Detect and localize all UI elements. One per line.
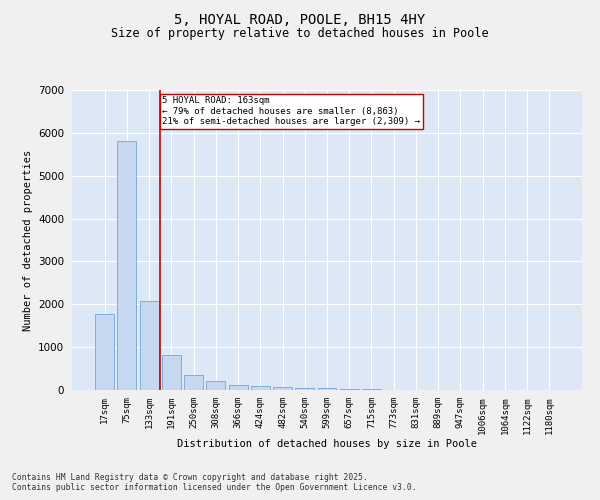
Bar bbox=[140, 301, 158, 390]
Bar bbox=[273, 387, 292, 390]
Text: 5, HOYAL ROAD, POOLE, BH15 4HY: 5, HOYAL ROAD, POOLE, BH15 4HY bbox=[175, 12, 425, 26]
Text: 5 HOYAL ROAD: 163sqm
← 79% of detached houses are smaller (8,863)
21% of semi-de: 5 HOYAL ROAD: 163sqm ← 79% of detached h… bbox=[163, 96, 421, 126]
Bar bbox=[362, 389, 381, 390]
Bar bbox=[229, 385, 248, 390]
Text: Contains HM Land Registry data © Crown copyright and database right 2025.
Contai: Contains HM Land Registry data © Crown c… bbox=[12, 473, 416, 492]
Bar bbox=[251, 386, 270, 390]
Bar bbox=[118, 141, 136, 390]
Text: Size of property relative to detached houses in Poole: Size of property relative to detached ho… bbox=[111, 28, 489, 40]
Bar bbox=[162, 355, 181, 390]
X-axis label: Distribution of detached houses by size in Poole: Distribution of detached houses by size … bbox=[177, 440, 477, 450]
Bar bbox=[317, 388, 337, 390]
Bar bbox=[206, 381, 225, 390]
Y-axis label: Number of detached properties: Number of detached properties bbox=[23, 150, 32, 330]
Bar bbox=[184, 374, 203, 390]
Bar bbox=[95, 314, 114, 390]
Bar bbox=[340, 388, 359, 390]
Bar bbox=[295, 388, 314, 390]
